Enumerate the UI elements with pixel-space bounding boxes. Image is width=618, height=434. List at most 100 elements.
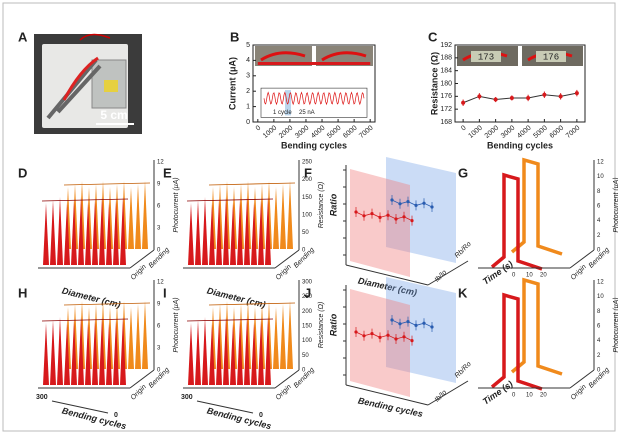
peak bbox=[209, 323, 215, 385]
envelope bbox=[208, 182, 296, 186]
peak bbox=[188, 323, 194, 385]
envelope bbox=[186, 318, 274, 322]
z-tick-label: 4 bbox=[597, 218, 601, 224]
axis bbox=[427, 260, 469, 286]
z-tick-label: 50 bbox=[302, 230, 309, 236]
y-tick-label: 1 bbox=[246, 103, 250, 110]
peak bbox=[251, 203, 257, 265]
y-axis-label: Resistance (Ω) bbox=[429, 52, 439, 115]
x-tick-label: 0 bbox=[512, 393, 516, 399]
peak bbox=[287, 301, 293, 369]
pulse bbox=[510, 277, 563, 376]
z-tick-label: 3 bbox=[157, 346, 161, 352]
y-tick-label: 0 bbox=[246, 119, 250, 126]
data-point bbox=[526, 95, 531, 100]
peak bbox=[237, 320, 243, 385]
y-axis-label: Ratio bbox=[328, 193, 338, 216]
peak bbox=[64, 203, 70, 265]
peak bbox=[188, 203, 194, 265]
peak bbox=[265, 197, 271, 265]
photo bbox=[316, 46, 373, 66]
y-tick-label: 172 bbox=[440, 106, 452, 113]
x-tick-label: 20 bbox=[540, 273, 547, 279]
x-start-label: 300 bbox=[36, 394, 48, 401]
z-axis-label: Resistance (Ω) bbox=[318, 182, 325, 229]
peak bbox=[142, 301, 148, 369]
peak bbox=[85, 203, 91, 265]
peak bbox=[43, 203, 49, 265]
peak bbox=[85, 323, 91, 385]
peak bbox=[135, 184, 141, 249]
z-tick-label: 200 bbox=[302, 309, 313, 315]
plane-front bbox=[350, 169, 410, 277]
panel-label: K bbox=[458, 285, 468, 300]
peak bbox=[106, 323, 112, 385]
x-tick-label: 0 bbox=[255, 125, 263, 133]
z-tick-label: 12 bbox=[157, 160, 164, 166]
x-tick-label: 20 bbox=[540, 393, 547, 399]
y-tick-label: 3 bbox=[246, 73, 250, 80]
peak bbox=[142, 181, 148, 249]
peak bbox=[280, 304, 286, 369]
z-tick-label: 2 bbox=[597, 233, 601, 239]
y-tick-label: 176 bbox=[440, 93, 452, 100]
x-tick-label: 10 bbox=[526, 273, 533, 279]
panel-label: F bbox=[304, 165, 312, 180]
peak bbox=[78, 317, 84, 385]
z-axis-label: Photocurrent (μA) bbox=[613, 177, 618, 232]
data-point bbox=[542, 92, 547, 97]
panel-label: G bbox=[458, 165, 468, 180]
z-axis-label: Resistance (Ω) bbox=[318, 302, 325, 349]
meter-reading: 173 bbox=[478, 52, 494, 62]
z-tick-label: 6 bbox=[157, 204, 161, 210]
z-tick-label: 10 bbox=[597, 294, 604, 300]
peak bbox=[71, 200, 77, 265]
data-point bbox=[493, 97, 498, 102]
peak bbox=[99, 197, 105, 265]
axis bbox=[569, 249, 595, 269]
panel-label: E bbox=[163, 165, 172, 180]
envelope bbox=[186, 198, 274, 202]
peak bbox=[265, 317, 271, 385]
z-tick-label: 8 bbox=[597, 309, 601, 315]
axis bbox=[427, 380, 469, 406]
z-tick-label: 12 bbox=[597, 160, 604, 166]
peak bbox=[120, 317, 126, 385]
axis bbox=[345, 264, 429, 286]
peak bbox=[273, 307, 279, 369]
peak bbox=[209, 203, 215, 265]
z-tick-label: 9 bbox=[157, 182, 161, 188]
peak bbox=[216, 320, 222, 385]
x-tick-label: 0 bbox=[460, 125, 468, 133]
trend bbox=[391, 199, 433, 208]
z-tick-label: 200 bbox=[302, 177, 313, 183]
peak bbox=[195, 320, 201, 385]
trend bbox=[355, 211, 413, 221]
peak bbox=[50, 200, 56, 265]
peak bbox=[50, 320, 56, 385]
panel-label: H bbox=[18, 285, 27, 300]
z-tick-label: 10 bbox=[597, 174, 604, 180]
peak bbox=[113, 200, 119, 265]
z-tick-label: 3 bbox=[157, 226, 161, 232]
x-end-label: 0 bbox=[114, 412, 118, 419]
x-start-label: 300 bbox=[181, 394, 193, 401]
photo bbox=[255, 46, 312, 66]
z-tick-label: 8 bbox=[597, 189, 601, 195]
inset-label: 1 cycle bbox=[273, 110, 292, 116]
trend bbox=[391, 319, 433, 328]
envelope bbox=[208, 302, 296, 306]
peak bbox=[230, 203, 236, 265]
peak bbox=[280, 184, 286, 249]
panel-label: D bbox=[18, 165, 27, 180]
peak bbox=[251, 323, 257, 385]
envelope bbox=[63, 182, 151, 186]
peak bbox=[92, 320, 98, 385]
peak bbox=[128, 187, 134, 249]
peak bbox=[78, 197, 84, 265]
plane-front bbox=[350, 289, 410, 397]
photo-detail bbox=[321, 51, 367, 62]
envelope bbox=[41, 198, 129, 202]
z-axis-label: Photocurrent (μA) bbox=[613, 297, 618, 352]
